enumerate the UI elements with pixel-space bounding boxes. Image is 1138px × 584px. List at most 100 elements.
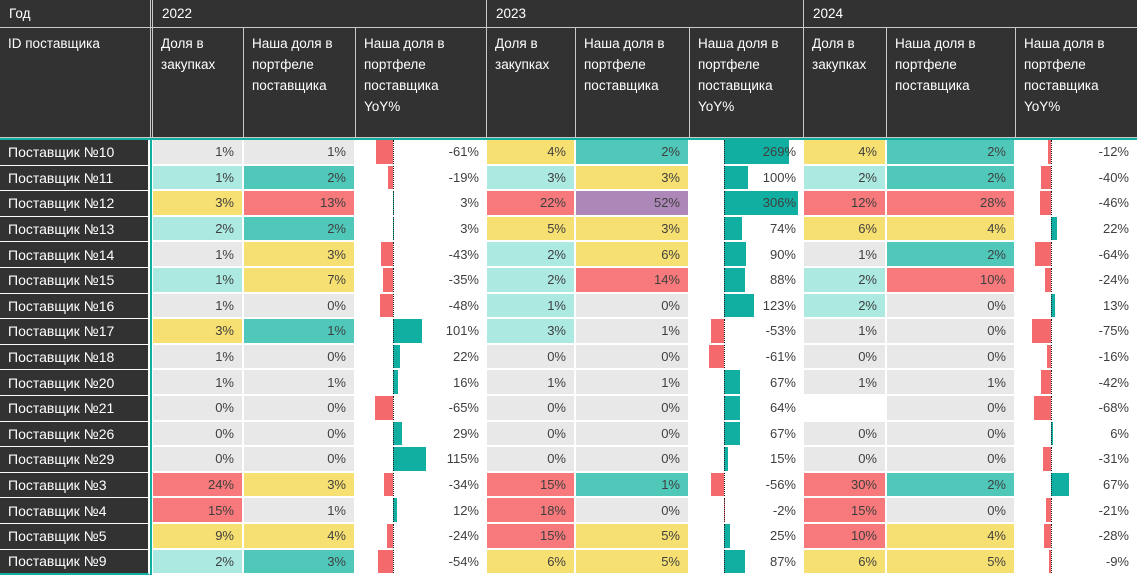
value-cell[interactable] [804,395,887,422]
col-header-2024-yoy[interactable]: Наша доля в портфеле поставщика YoY% [1016,28,1137,138]
value-cell[interactable]: 0% [887,447,1016,473]
value-cell[interactable]: 0% [244,421,356,448]
value-cell[interactable]: 1% [153,293,244,320]
value-cell[interactable]: 1% [244,498,356,524]
value-cell[interactable]: 1% [153,370,244,396]
yoy-bar-cell[interactable]: -68% [1016,395,1137,422]
value-cell[interactable]: 0% [887,395,1016,422]
yoy-bar-cell[interactable]: 16% [356,370,487,396]
value-cell[interactable]: 12% [804,191,887,217]
value-cell[interactable]: 3% [244,472,356,499]
value-cell[interactable]: 7% [244,267,356,294]
yoy-bar-cell[interactable]: -24% [1016,267,1137,294]
yoy-bar-cell[interactable]: 67% [1016,472,1137,499]
yoy-bar-cell[interactable]: 67% [690,370,804,396]
yoy-bar-cell[interactable]: -61% [690,344,804,371]
yoy-bar-cell[interactable]: 101% [356,319,487,345]
value-cell[interactable]: 2% [153,216,244,243]
row-header-supplier[interactable]: Поставщик №11 [0,165,150,192]
row-header-supplier[interactable]: Поставщик №5 [0,523,150,550]
value-cell[interactable]: 22% [487,191,576,217]
yoy-bar-cell[interactable]: -43% [356,242,487,268]
value-cell[interactable]: 1% [804,370,887,396]
value-cell[interactable]: 0% [887,498,1016,524]
yoy-bar-cell[interactable]: -53% [690,319,804,345]
value-cell[interactable]: 1% [153,344,244,371]
yoy-bar-cell[interactable]: 90% [690,242,804,268]
row-header-supplier[interactable]: Поставщик №14 [0,242,150,268]
row-header-supplier[interactable]: Поставщик №20 [0,370,150,396]
yoy-bar-cell[interactable]: 100% [690,165,804,192]
value-cell[interactable]: 2% [804,293,887,320]
col-header-2024-share[interactable]: Доля в закупках [804,28,887,138]
value-cell[interactable]: 0% [576,293,690,320]
value-cell[interactable]: 15% [487,523,576,550]
yoy-bar-cell[interactable]: 115% [356,447,487,473]
yoy-bar-cell[interactable]: 123% [690,293,804,320]
yoy-bar-cell[interactable]: 306% [690,191,804,217]
yoy-bar-cell[interactable]: 3% [356,191,487,217]
value-cell[interactable]: 1% [153,267,244,294]
value-cell[interactable]: 0% [244,293,356,320]
row-header-supplier[interactable]: Поставщик №4 [0,498,150,524]
value-cell[interactable]: 52% [576,191,690,217]
value-cell[interactable]: 1% [576,319,690,345]
value-cell[interactable]: 0% [804,344,887,371]
value-cell[interactable]: 1% [487,293,576,320]
value-cell[interactable]: 6% [804,549,887,576]
value-cell[interactable]: 1% [487,370,576,396]
value-cell[interactable]: 4% [487,140,576,166]
value-cell[interactable]: 3% [153,191,244,217]
value-cell[interactable]: 3% [576,216,690,243]
value-cell[interactable]: 1% [244,370,356,396]
col-header-2022-share[interactable]: Доля в закупках [153,28,244,138]
yoy-bar-cell[interactable]: 29% [356,421,487,448]
yoy-bar-cell[interactable]: -19% [356,165,487,192]
row-header-supplier[interactable]: Поставщик №15 [0,267,150,294]
value-cell[interactable]: 1% [804,319,887,345]
value-cell[interactable]: 2% [487,267,576,294]
value-cell[interactable]: 5% [576,549,690,576]
value-cell[interactable]: 0% [887,421,1016,448]
yoy-bar-cell[interactable]: -75% [1016,319,1137,345]
value-cell[interactable]: 15% [153,498,244,524]
value-cell[interactable]: 6% [804,216,887,243]
yoy-bar-cell[interactable]: -46% [1016,191,1137,217]
col-header-2022-our-share[interactable]: Наша доля в портфеле поставщика [244,28,356,138]
yoy-bar-cell[interactable]: 88% [690,267,804,294]
value-cell[interactable]: 1% [576,472,690,499]
yoy-bar-cell[interactable]: -65% [356,395,487,422]
value-cell[interactable]: 13% [244,191,356,217]
row-header-supplier[interactable]: Поставщик №17 [0,319,150,345]
value-cell[interactable]: 1% [153,165,244,192]
row-header-supplier[interactable]: Поставщик №10 [0,140,150,166]
row-header-supplier[interactable]: Поставщик №26 [0,421,150,448]
value-cell[interactable]: 0% [887,293,1016,320]
value-cell[interactable]: 14% [576,267,690,294]
value-cell[interactable]: 2% [804,165,887,192]
value-cell[interactable]: 10% [804,523,887,550]
value-cell[interactable]: 0% [487,421,576,448]
yoy-bar-cell[interactable]: -9% [1016,549,1137,576]
yoy-bar-cell[interactable]: -56% [690,472,804,499]
col-header-2022-yoy[interactable]: Наша доля в портфеле поставщика YoY% [356,28,487,138]
value-cell[interactable]: 0% [887,319,1016,345]
value-cell[interactable]: 2% [244,165,356,192]
value-cell[interactable]: 6% [576,242,690,268]
yoy-bar-cell[interactable]: -54% [356,549,487,576]
yoy-bar-cell[interactable]: -2% [690,498,804,524]
yoy-bar-cell[interactable]: 22% [1016,216,1137,243]
col-header-2023-our-share[interactable]: Наша доля в портфеле поставщика [576,28,690,138]
yoy-bar-cell[interactable]: 269% [690,140,804,166]
value-cell[interactable]: 4% [804,140,887,166]
value-cell[interactable]: 4% [887,216,1016,243]
yoy-bar-cell[interactable]: -42% [1016,370,1137,396]
value-cell[interactable]: 1% [887,370,1016,396]
value-cell[interactable]: 1% [576,370,690,396]
value-cell[interactable]: 0% [576,447,690,473]
yoy-bar-cell[interactable]: -61% [356,140,487,166]
row-header-supplier[interactable]: Поставщик №29 [0,447,150,473]
value-cell[interactable]: 0% [576,344,690,371]
value-cell[interactable]: 2% [244,216,356,243]
col-header-2024-our-share[interactable]: Наша доля в портфеле поставщика [887,28,1016,138]
